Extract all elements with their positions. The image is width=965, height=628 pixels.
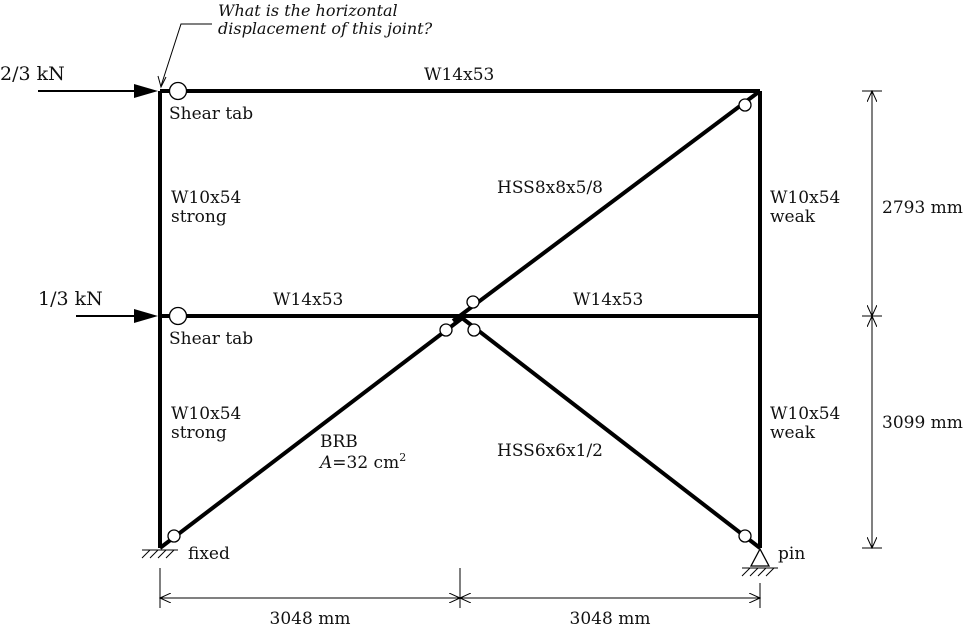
hinge-brace-top-right (738, 98, 752, 112)
lower-story-height: 3099 mm (882, 413, 963, 433)
fixed-support-icon (141, 549, 178, 559)
brb-brace (158, 314, 467, 550)
left-upper-column-section: W10x54 (171, 188, 241, 208)
hinge-brb-bottom (167, 529, 181, 543)
top-load-arrow (38, 84, 158, 98)
right-upper-column-section: W10x54 (770, 188, 840, 208)
pin-support-icon (741, 547, 778, 577)
left-upper-column-axis: strong (171, 207, 227, 227)
hinge-lower-brace-bottom (738, 529, 752, 543)
fixed-support-label: fixed (188, 544, 230, 564)
right-lower-column-axis: weak (770, 423, 816, 443)
right-lower-column-section: W10x54 (770, 404, 840, 424)
hinge-top-left (168, 81, 188, 101)
upper-brace (451, 89, 762, 323)
hinge-lower-brace-top (467, 323, 481, 337)
roof-beam-label: W14x53 (424, 65, 494, 85)
brb-area-label: A=32 cm2 (318, 451, 406, 473)
shear-tab-mid-label: Shear tab (169, 329, 253, 349)
upper-story-height: 2793 mm (882, 198, 963, 218)
left-bay-width: 3048 mm (270, 609, 351, 628)
horizontal-dimension-lines (160, 568, 760, 608)
right-upper-column-axis: weak (770, 207, 816, 227)
pin-support-label: pin (778, 544, 805, 564)
shear-tab-top-label: Shear tab (169, 104, 253, 124)
left-lower-column-section: W10x54 (171, 404, 241, 424)
lower-right-brace (460, 316, 762, 550)
vertical-dimension-lines (862, 91, 882, 548)
annotation-line-2: displacement of this joint? (218, 19, 433, 38)
right-bay-width: 3048 mm (570, 609, 651, 628)
hinge-brb-top (439, 323, 453, 337)
brb-label: BRB (320, 432, 358, 452)
left-lower-column-axis: strong (171, 423, 227, 443)
hinge-mid-left (168, 306, 188, 326)
lower-right-brace-label: HSS6x6x1/2 (497, 441, 603, 461)
floor-beam-left-label: W14x53 (273, 290, 343, 310)
annotation-line-1: What is the horizontal (218, 1, 398, 20)
mid-load-arrow (76, 309, 158, 323)
floor-beam-right-label: W14x53 (573, 290, 643, 310)
mid-load-label: 1/3 kN (38, 288, 103, 310)
annotation-leader (157, 23, 212, 89)
hinge-upper-brace-bottom (466, 295, 480, 309)
top-load-label: 2/3 kN (0, 63, 65, 85)
upper-brace-label: HSS8x8x5/8 (497, 178, 603, 198)
